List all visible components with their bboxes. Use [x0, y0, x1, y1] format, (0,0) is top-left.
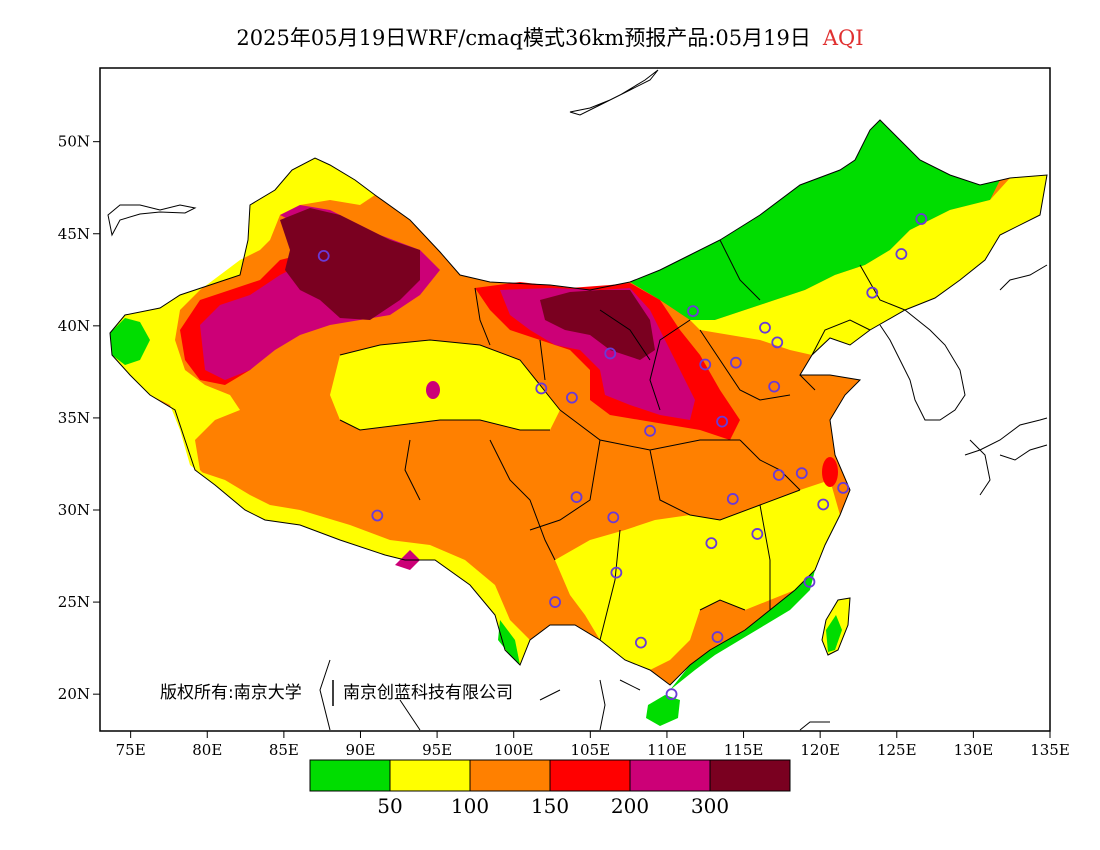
colorbar-label: 100: [451, 794, 489, 818]
y-tick-label: 30N: [58, 501, 90, 519]
boundary-china-outline: [109, 119, 1048, 686]
copyright-owner-2: 南京创蓝科技有限公司: [343, 683, 513, 703]
x-tick-label: 95E: [422, 741, 452, 759]
x-tick-label: 90E: [345, 741, 375, 759]
station-marker: [566, 391, 578, 404]
aqi-colorbar: 50 100 150 200 300: [309, 759, 791, 818]
colorbar-swatch: [629, 759, 711, 792]
aqi-region-yellow-northwest: [110, 158, 375, 485]
aqi-region-yellow-tibet-south: [195, 470, 530, 665]
aqi-region-green-south: [670, 570, 815, 690]
station-marker: [607, 511, 620, 524]
y-tick-label: 25N: [58, 593, 90, 611]
station-marker: [768, 380, 781, 393]
aqi-region-taiwan-green: [826, 615, 842, 652]
colorbar-swatch: [309, 759, 391, 792]
x-tick-label: 125E: [877, 741, 917, 759]
aqi-region-darkred-central: [540, 290, 655, 360]
station-marker: [570, 491, 583, 504]
station-marker: [317, 249, 330, 262]
y-tick-label: 45N: [58, 225, 90, 243]
boundary-balkhash: [107, 204, 197, 237]
boundary-baikal: [569, 69, 659, 116]
station-marker: [771, 336, 784, 349]
x-tick-label: 115E: [724, 741, 764, 759]
station-marker: [895, 248, 908, 260]
boundary-lines: [107, 69, 1048, 731]
map-title: 2025年05月19日WRF/cmaq模式36km预报产品:05月19日 AQI: [0, 22, 1100, 52]
aqi-hotspot-qinghai: [426, 381, 440, 399]
station-marker: [371, 509, 384, 522]
aqi-region-green-hainan: [646, 695, 680, 726]
station-marker: [726, 493, 739, 505]
y-tick-label: 50N: [58, 133, 90, 151]
station-marker: [729, 356, 742, 369]
station-marker: [711, 631, 724, 643]
station-marker: [759, 321, 771, 334]
map-title-main: 2025年05月19日WRF/cmaq模式36km预报产品:05月19日: [236, 26, 811, 50]
latitude-axis: 50N 45N 40N 35N 30N 25N 20N: [58, 133, 100, 703]
map-title-variable: AQI: [822, 26, 864, 50]
boundary-provinces: [339, 239, 906, 641]
station-marker: [866, 286, 879, 299]
station-marker: [772, 469, 785, 481]
x-tick-label: 105E: [571, 741, 611, 759]
station-marker: [549, 596, 561, 608]
station-marker: [665, 688, 678, 701]
y-tick-label: 40N: [58, 317, 90, 335]
colorbar-label: 200: [611, 794, 649, 818]
aqi-hotspot-shanghai: [822, 457, 838, 487]
station-marker: [837, 481, 850, 494]
station-marker: [699, 358, 712, 371]
y-tick-label: 35N: [58, 409, 90, 427]
station-marker: [604, 347, 617, 360]
x-tick-label: 110E: [647, 741, 687, 759]
colorbar-swatch: [389, 759, 471, 792]
aqi-region-yellow-south: [555, 480, 840, 670]
colorbar-swatch: [709, 759, 791, 792]
station-marker: [803, 575, 816, 588]
aqi-field: [110, 120, 1047, 726]
longitude-axis: 75E 80E 85E 90E 95E 100E 105E 110E 115E 120E 125E 1…: [116, 731, 1070, 759]
station-marker: [705, 537, 718, 550]
boundary-bohai: [799, 319, 871, 391]
station-marker: [795, 467, 808, 480]
colorbar-swatch: [469, 759, 551, 792]
aqi-region-yellow-northeast: [690, 175, 1047, 355]
station-marker: [716, 415, 728, 428]
boundary-indochina: [319, 659, 830, 731]
x-tick-label: 130E: [954, 741, 994, 759]
colorbar-label: 50: [377, 794, 402, 818]
colorbar-swatch: [549, 759, 631, 792]
colorbar-label: 300: [691, 794, 729, 818]
station-marker: [751, 528, 764, 540]
aqi-region-green-yunnan: [498, 620, 520, 665]
aqi-region-green-west-edge: [110, 318, 150, 365]
aqi-region-green-northeast: [630, 120, 1000, 320]
station-marker: [610, 566, 623, 579]
station-marker: [634, 636, 647, 649]
station-marker: [535, 382, 548, 395]
x-tick-label: 135E: [1030, 741, 1070, 759]
station-marker: [644, 424, 656, 437]
copyright-owner-1: 版权所有:南京大学: [160, 683, 302, 703]
boundary-korea: [879, 309, 966, 421]
boundary-japan: [964, 264, 1048, 496]
station-marker: [687, 305, 699, 318]
y-tick-label: 20N: [58, 685, 90, 703]
x-tick-label: 100E: [494, 741, 534, 759]
x-tick-label: 75E: [116, 741, 146, 759]
colorbar-label: 150: [531, 794, 569, 818]
station-marker: [915, 213, 928, 225]
aqi-region-darkred-northwest: [280, 208, 420, 320]
station-marker: [817, 498, 830, 511]
station-markers: [317, 213, 928, 701]
x-tick-label: 80E: [192, 741, 222, 759]
map-frame: [99, 67, 1051, 732]
aqi-region-yellow-central: [330, 340, 560, 430]
x-tick-label: 85E: [269, 741, 299, 759]
x-tick-label: 120E: [800, 741, 840, 759]
